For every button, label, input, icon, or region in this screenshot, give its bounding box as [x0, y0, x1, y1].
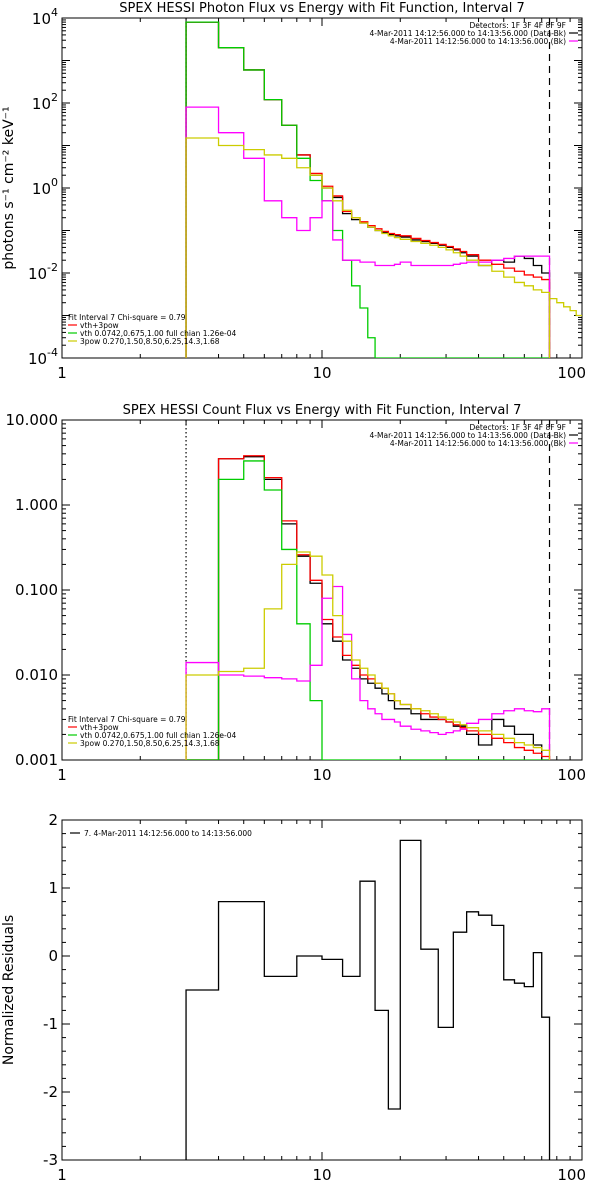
y-tick-label-exp: -4 — [47, 346, 58, 359]
detector-info: 4-Mar-2011 14:12:56.000 to 14:13:56.000 … — [370, 29, 567, 38]
residuals-panel: 1 10 100 -3 -2 -1 0 1 2 Normalized Residuals 7. 4-… — [1, 811, 586, 1184]
series-group — [185, 420, 551, 760]
y-tick-label: 1 — [48, 879, 58, 897]
series-line — [186, 456, 550, 760]
series-line — [186, 460, 550, 760]
y-tick-label-base: 10 — [32, 95, 51, 113]
legend-entry: 7. 4-Mar-2011 14:12:56.000 to 14:13:56.0… — [84, 829, 252, 838]
detector-info: 4-Mar-2011 14:12:56.000 to 14:13:56.000 … — [390, 37, 566, 46]
y-tick-label: 10-4 — [28, 346, 58, 368]
series-group — [185, 18, 582, 358]
y-tick-label: 0.001 — [15, 751, 58, 769]
series-line — [185, 21, 550, 358]
plot-frame — [61, 819, 583, 1161]
legend-title: Fit Interval 7 Chi-square = 0.79 — [68, 715, 186, 724]
legend-entry: vth+3pow — [80, 723, 119, 732]
x-tick-label: 10 — [312, 364, 331, 382]
y-tick-label: -1 — [43, 1015, 58, 1033]
y-tick-label-exp: 0 — [51, 176, 58, 189]
detector-info: 4-Mar-2011 14:12:56.000 to 14:13:56.000 … — [390, 439, 566, 448]
y-tick-label: 0 — [48, 947, 58, 965]
x-tick-label: 100 — [557, 766, 586, 784]
chart-title: SPEX HESSI Count Flux vs Energy with Fit… — [123, 403, 522, 418]
x-tick-label: 100 — [557, 1166, 586, 1184]
y-tick-label: -3 — [43, 1151, 58, 1169]
y-axis-label: photons s⁻¹ cm⁻² keV⁻¹ — [1, 106, 17, 269]
y-tick-label: 104 — [32, 6, 58, 28]
y-tick-label-base: 10 — [32, 180, 51, 198]
x-tick-label: 10 — [312, 1166, 331, 1184]
detector-info: 4-Mar-2011 14:12:56.000 to 14:13:56.000 … — [370, 431, 567, 440]
y-tick-label-base: 10 — [28, 265, 47, 283]
y-tick-label: 1.000 — [15, 496, 58, 514]
series-line — [185, 551, 551, 760]
chart-title: SPEX HESSI Photon Flux vs Energy with Fi… — [119, 1, 525, 16]
legend-entry: 3pow 0.270,1.50,8.50,6.25,14.3,1.68 — [80, 739, 220, 748]
y-tick-label-base: 10 — [28, 350, 47, 368]
series-group — [185, 839, 551, 1160]
y-tick-label: 10.000 — [6, 411, 59, 429]
legend-entry: vth+3pow — [80, 321, 119, 330]
series-line — [185, 585, 551, 760]
series-line — [185, 839, 551, 1160]
y-tick-label-exp: 4 — [51, 6, 58, 19]
legend-entry: vth 0.0742,0.675,1.00 full chian 1.26e-0… — [80, 731, 237, 740]
x-tick-label: 1 — [57, 1166, 67, 1184]
x-tick-label: 1 — [57, 766, 67, 784]
y-tick-label: 100 — [32, 176, 58, 198]
series-line — [185, 137, 551, 358]
x-tick-label: 100 — [557, 364, 586, 382]
y-tick-label-exp: -2 — [47, 261, 58, 274]
detector-info: Detectors: 1F 3F 4F 8F 9F — [470, 423, 566, 432]
detector-info: Detectors: 1F 3F 4F 8F 9F — [470, 21, 566, 30]
y-tick-label-exp: 2 — [51, 91, 58, 104]
y-tick-label: 0.100 — [15, 581, 58, 599]
y-tick-label-base: 10 — [32, 10, 51, 28]
legend-entry: vth 0.0742,0.675,1.00 full chian 1.26e-0… — [80, 329, 237, 338]
y-tick-label: 0.010 — [15, 666, 58, 684]
series-line-extension — [549, 297, 582, 317]
y-tick-label: 10-2 — [28, 261, 58, 283]
legend-entry: 3pow 0.270,1.50,8.50,6.25,14.3,1.68 — [80, 337, 220, 346]
legend-title: Fit Interval 7 Chi-square = 0.79 — [68, 313, 186, 322]
x-tick-label: 1 — [57, 364, 67, 382]
count-flux-panel: 1 10 100 0.001 0.010 0.100 1.000 10.000 SPEX HES… — [6, 403, 587, 784]
series-line — [185, 106, 551, 358]
y-tick-label: -2 — [43, 1083, 58, 1101]
x-tick-label: 10 — [312, 766, 331, 784]
y-axis-label: Normalized Residuals — [1, 915, 17, 1065]
y-tick-label: 2 — [48, 811, 58, 829]
y-tick-label: 102 — [32, 91, 58, 113]
